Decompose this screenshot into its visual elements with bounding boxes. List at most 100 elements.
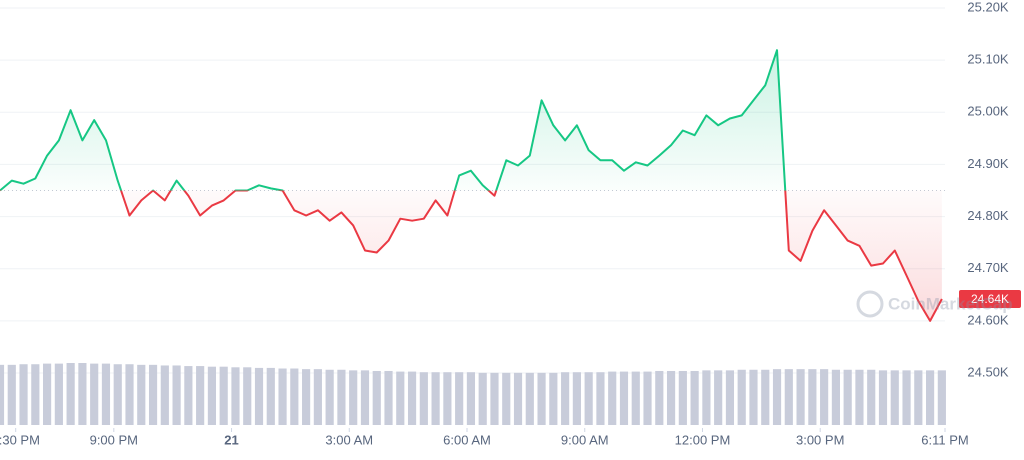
volume-bar xyxy=(254,367,264,425)
y-tick-label: 25.20K xyxy=(967,0,1009,14)
x-tick-label: 6:11 PM xyxy=(921,432,968,447)
volume-bar xyxy=(113,364,122,425)
volume-bar xyxy=(561,372,570,425)
x-tick-label: 3:00 PM xyxy=(796,432,844,447)
x-tick-label: 12:00 PM xyxy=(675,432,731,447)
watermark: CoinMarketCap xyxy=(856,290,1013,318)
volume-bar xyxy=(196,366,205,425)
y-tick-label: 24.90K xyxy=(967,156,1009,171)
volume-bar xyxy=(749,369,758,425)
volume-bar xyxy=(219,366,228,425)
volume-bar xyxy=(337,369,346,425)
volume-bar xyxy=(525,372,534,425)
volume-bar xyxy=(631,371,640,425)
volume-bar xyxy=(678,370,687,425)
volume-bar xyxy=(926,370,935,425)
volume-bar xyxy=(867,369,876,425)
volume-bar xyxy=(443,372,452,425)
volume-bar xyxy=(313,369,322,425)
volume-bar xyxy=(137,364,146,425)
volume-bar xyxy=(572,372,581,425)
volume-bar xyxy=(784,369,793,425)
volume-bar xyxy=(360,370,370,425)
x-tick-label: 3:00 AM xyxy=(325,432,373,447)
volume-bar xyxy=(396,371,405,425)
volume-bar xyxy=(160,365,169,425)
volume-bar xyxy=(184,366,193,425)
price-label: 24.64K xyxy=(971,292,1009,306)
volume-bar xyxy=(702,370,711,425)
volume-bar xyxy=(372,370,381,425)
volume-bar xyxy=(549,372,558,425)
volume-bar xyxy=(796,369,805,425)
volume-bar xyxy=(608,371,617,425)
volume-bar xyxy=(761,369,770,425)
volume-bar xyxy=(290,368,299,425)
volume-bar xyxy=(902,370,911,425)
watermark-logo xyxy=(856,290,884,318)
volume-bar xyxy=(714,370,723,425)
volume-bar xyxy=(537,372,546,425)
volume-bar xyxy=(125,364,134,425)
volume-bar xyxy=(172,365,181,425)
volume-bar xyxy=(278,368,287,425)
volume-bar xyxy=(54,363,63,425)
volume-bar xyxy=(878,370,888,425)
volume-bar xyxy=(148,364,158,425)
volume-bar xyxy=(7,364,16,425)
volume-bar xyxy=(914,370,923,425)
volume-bar xyxy=(772,369,782,425)
volume-bar xyxy=(619,371,629,425)
price-line xyxy=(0,49,943,322)
volume-bar xyxy=(502,372,511,425)
x-tick-label: 6:00 AM xyxy=(443,432,491,447)
volume-bar xyxy=(349,370,358,425)
volume-bar xyxy=(78,363,87,425)
volume-bar xyxy=(419,372,428,425)
volume-bar xyxy=(725,370,735,425)
volume-bar xyxy=(513,372,523,425)
volume-bar xyxy=(808,369,817,425)
volume-bar xyxy=(820,369,829,425)
x-tick-label: 21 xyxy=(224,432,238,447)
volume-bar xyxy=(19,364,28,425)
volume-bar xyxy=(584,372,593,425)
volume-bar xyxy=(643,371,652,425)
x-tick-label: 9:00 PM xyxy=(90,432,138,447)
volume-bar xyxy=(243,367,252,425)
volume-bar xyxy=(384,370,393,425)
volume-bar xyxy=(596,372,605,425)
y-tick-label: 24.70K xyxy=(967,260,1009,275)
volume-bar xyxy=(325,369,334,425)
volume-bar xyxy=(466,372,476,425)
volume-bar xyxy=(302,369,311,425)
volume-bar xyxy=(407,371,417,425)
y-tick-label: 24.60K xyxy=(967,312,1009,327)
volume-bar xyxy=(231,367,240,425)
price-label-box xyxy=(959,289,1021,308)
volume-bar xyxy=(831,369,840,425)
y-tick-label: 25.00K xyxy=(967,104,1009,119)
volume-bar xyxy=(490,372,499,425)
x-tick-label: 9:00 AM xyxy=(561,432,609,447)
volume-bar xyxy=(266,367,275,425)
volume-bar xyxy=(101,363,111,425)
volume-bar xyxy=(207,366,217,425)
volume-bar xyxy=(655,370,664,425)
area xyxy=(0,50,942,321)
y-tick-label: 24.80K xyxy=(967,208,1009,223)
volume-bar xyxy=(478,372,487,425)
volume-bar xyxy=(855,369,864,425)
volume-bar xyxy=(737,369,746,425)
x-tick-label: 6:30 PM xyxy=(0,432,40,447)
volume-bar xyxy=(690,370,699,425)
y-tick-label: 24.50K xyxy=(967,364,1009,379)
volume-bar xyxy=(666,370,676,425)
volume-bar xyxy=(90,363,99,425)
volume-bar xyxy=(890,370,899,425)
volume-bar xyxy=(66,363,75,425)
watermark-text: CoinMarketCap xyxy=(888,294,1013,313)
volume-bar xyxy=(43,363,52,425)
volume-bar xyxy=(937,370,946,425)
